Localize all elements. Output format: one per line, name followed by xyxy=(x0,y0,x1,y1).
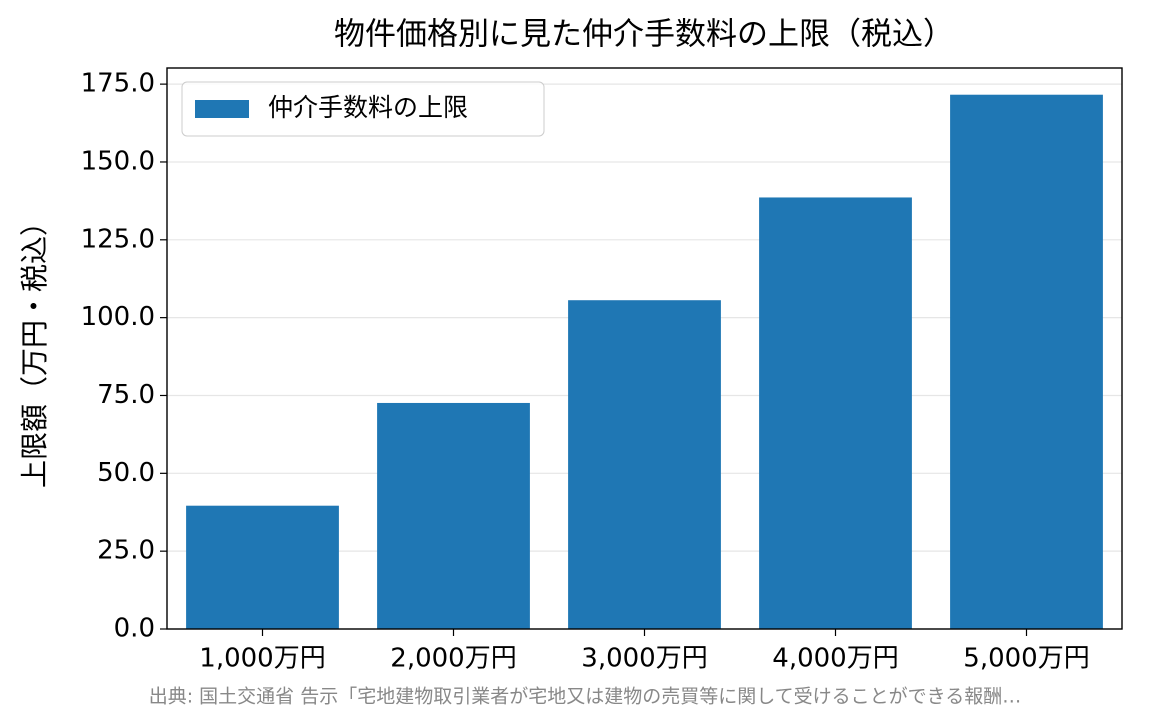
bar xyxy=(950,94,1103,629)
legend-box xyxy=(181,81,545,137)
y-tick-label: 50.0 xyxy=(97,458,155,488)
y-tick-label: 150.0 xyxy=(81,146,155,176)
bar xyxy=(568,300,721,629)
x-tick-label: 4,000万円 xyxy=(772,644,898,674)
source-note: 出典: 国土交通省 告示「宅地建物取引業者が宅地又は建物の売買等に関して受けるこ… xyxy=(149,686,1022,708)
y-tick-label: 75.0 xyxy=(97,380,155,410)
y-axis-label: 上限額（万円・税込） xyxy=(18,208,51,488)
y-tick-label: 0.0 xyxy=(114,614,155,644)
bar xyxy=(186,505,339,629)
y-tick-label: 100.0 xyxy=(81,302,155,332)
x-tick-label: 5,000万円 xyxy=(963,644,1089,674)
bar xyxy=(759,197,912,629)
x-tick-label: 3,000万円 xyxy=(581,644,707,674)
axes-frame xyxy=(166,67,1123,630)
chart-title: 物件価格別に見た仲介手数料の上限（税込） xyxy=(334,17,954,53)
y-tick-label: 175.0 xyxy=(81,69,155,99)
x-tick-label: 1,000万円 xyxy=(199,644,325,674)
y-tick-label: 125.0 xyxy=(81,224,155,254)
x-tick-label: 2,000万円 xyxy=(390,644,516,674)
bar xyxy=(377,402,530,629)
y-tick-label: 25.0 xyxy=(97,536,155,566)
legend-swatch xyxy=(195,100,249,118)
legend-label: 仲介手数料の上限 xyxy=(268,93,468,122)
